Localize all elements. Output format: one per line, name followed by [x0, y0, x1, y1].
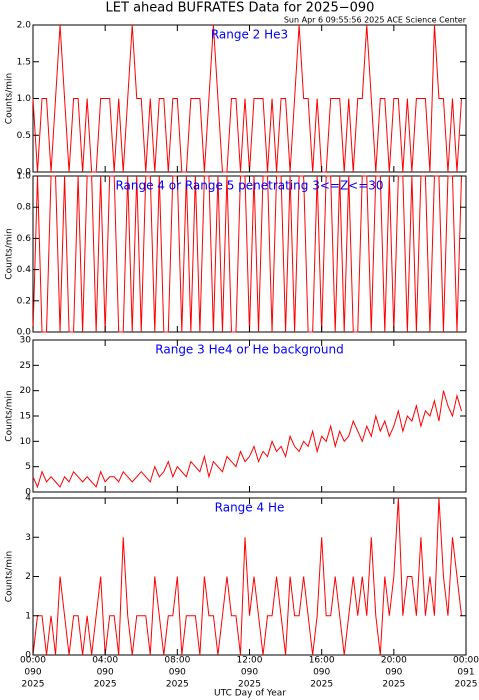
y-tick-label: 15	[20, 412, 31, 422]
x-tick-day: 090	[97, 668, 114, 678]
y-tick-label: 2	[25, 572, 31, 582]
x-tick-day: 090	[313, 668, 330, 678]
x-tick-day: 091	[457, 668, 474, 678]
y-tick-label: 0	[25, 488, 31, 498]
y-tick-label: 1	[25, 611, 31, 621]
y-tick-label: 30	[20, 336, 32, 346]
x-tick-label: 16:00	[309, 656, 335, 666]
data-line	[32, 175, 462, 333]
x-tick-day: 090	[24, 668, 41, 678]
x-tick-label: 12:00	[237, 656, 263, 666]
x-tick-year: 2025	[382, 680, 405, 690]
x-tick-year: 2025	[455, 680, 478, 690]
y-tick-label: 20	[20, 386, 32, 396]
data-line	[32, 390, 462, 489]
y-tick-label: 1.0	[17, 94, 32, 104]
x-tick-label: 00:00	[453, 656, 479, 666]
y-tick-label: 0.5	[17, 131, 31, 141]
panel-title: Range 4 or Range 5 penetrating 3<=Z<=30	[115, 179, 383, 193]
y-tick-label: 10	[20, 437, 32, 447]
y-axis-label: Counts/min	[5, 390, 15, 441]
y-tick-label: 0.6	[17, 234, 32, 244]
x-tick-year: 2025	[310, 680, 333, 690]
x-tick-year: 2025	[94, 680, 117, 690]
y-tick-label: 0.0	[17, 328, 32, 338]
y-tick-label: 0.4	[17, 265, 32, 275]
x-tick-label: 08:00	[164, 656, 190, 666]
y-tick-label: 0.8	[17, 203, 32, 213]
data-line	[32, 497, 462, 656]
y-tick-label: 0.0	[17, 168, 32, 178]
y-axis-label: Counts/min	[5, 73, 15, 124]
chart-title: LET ahead BUFRATES Data for 2025−090	[106, 1, 375, 16]
panel-title: Range 4 He	[215, 501, 285, 515]
x-tick-year: 2025	[166, 680, 189, 690]
y-tick-label: 1.0	[17, 172, 32, 182]
x-tick-day: 090	[169, 668, 186, 678]
x-tick-year: 2025	[22, 680, 45, 690]
y-tick-label: 0.2	[17, 296, 31, 306]
x-tick-day: 090	[385, 668, 402, 678]
y-tick-label: 0	[25, 651, 31, 661]
y-axis-label: Counts/min	[5, 228, 15, 279]
x-tick-label: 20:00	[381, 656, 407, 666]
x-tick-label: 00:00	[20, 656, 46, 666]
y-axis-label: Counts/min	[5, 551, 15, 602]
y-tick-label: 4	[25, 494, 31, 504]
chart-subtitle: Sun Apr 6 09:55:56 2025 ACE Science Cent…	[284, 16, 467, 25]
y-tick-label: 3	[25, 533, 31, 543]
panel-title: Range 2 He3	[211, 28, 288, 42]
panel-title: Range 3 He4 or He background	[155, 343, 343, 357]
y-tick-label: 5	[25, 462, 31, 472]
plot-frame	[32, 339, 467, 493]
y-tick-label: 25	[20, 361, 31, 371]
x-tick-label: 04:00	[92, 656, 118, 666]
y-tick-label: 2.0	[17, 21, 32, 31]
x-tick-day: 090	[241, 668, 258, 678]
x-tick-year: 2025	[238, 680, 261, 690]
x-axis-label: UTC Day of Year	[214, 689, 286, 699]
data-line	[32, 24, 462, 173]
y-tick-label: 1.5	[17, 57, 31, 67]
